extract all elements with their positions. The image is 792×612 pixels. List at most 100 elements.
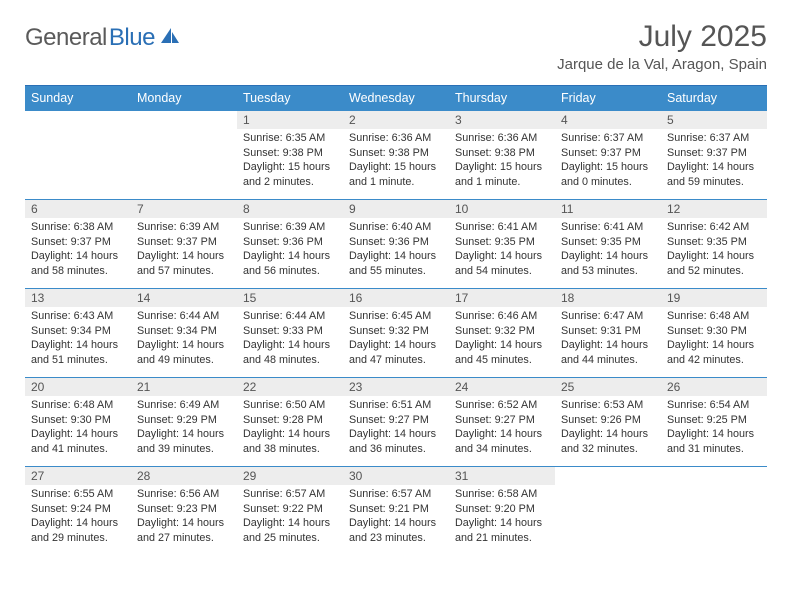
day-content-cell: Sunrise: 6:48 AMSunset: 9:30 PMDaylight:…	[661, 307, 767, 378]
weekday-header: Sunday	[25, 86, 131, 111]
sunset-text: Sunset: 9:25 PM	[667, 413, 761, 428]
day-number-cell: 10	[449, 200, 555, 219]
sunset-text: Sunset: 9:30 PM	[667, 324, 761, 339]
daylight-text: Daylight: 14 hours and 53 minutes.	[561, 249, 655, 278]
sunset-text: Sunset: 9:21 PM	[349, 502, 443, 517]
sunrise-text: Sunrise: 6:46 AM	[455, 309, 549, 324]
day-number-cell: 24	[449, 378, 555, 397]
sunrise-text: Sunrise: 6:44 AM	[243, 309, 337, 324]
brand-part2: Blue	[109, 24, 155, 52]
sunset-text: Sunset: 9:26 PM	[561, 413, 655, 428]
day-number-cell: 26	[661, 378, 767, 397]
day-content-cell: Sunrise: 6:37 AMSunset: 9:37 PMDaylight:…	[555, 129, 661, 200]
day-content-cell	[661, 485, 767, 555]
day-number-cell: 22	[237, 378, 343, 397]
day-content-cell: Sunrise: 6:50 AMSunset: 9:28 PMDaylight:…	[237, 396, 343, 467]
sunset-text: Sunset: 9:37 PM	[31, 235, 125, 250]
day-number-cell: 20	[25, 378, 131, 397]
daylight-text: Daylight: 15 hours and 1 minute.	[455, 160, 549, 189]
day-content-cell: Sunrise: 6:57 AMSunset: 9:21 PMDaylight:…	[343, 485, 449, 555]
day-number-cell: 14	[131, 289, 237, 308]
day-number: 23	[349, 380, 362, 394]
day-content-cell: Sunrise: 6:48 AMSunset: 9:30 PMDaylight:…	[25, 396, 131, 467]
daynum-row: 20212223242526	[25, 378, 767, 397]
weekday-header: Thursday	[449, 86, 555, 111]
day-number-cell: 29	[237, 467, 343, 486]
sunset-text: Sunset: 9:37 PM	[667, 146, 761, 161]
sunset-text: Sunset: 9:29 PM	[137, 413, 231, 428]
day-number-cell: 5	[661, 111, 767, 130]
sunrise-text: Sunrise: 6:56 AM	[137, 487, 231, 502]
day-content-cell: Sunrise: 6:36 AMSunset: 9:38 PMDaylight:…	[449, 129, 555, 200]
weekday-header: Tuesday	[237, 86, 343, 111]
day-number-cell: 19	[661, 289, 767, 308]
daylight-text: Daylight: 14 hours and 48 minutes.	[243, 338, 337, 367]
daynum-row: 2728293031	[25, 467, 767, 486]
sunset-text: Sunset: 9:33 PM	[243, 324, 337, 339]
daynum-row: 6789101112	[25, 200, 767, 219]
sunset-text: Sunset: 9:36 PM	[243, 235, 337, 250]
daylight-text: Daylight: 14 hours and 23 minutes.	[349, 516, 443, 545]
sunrise-text: Sunrise: 6:58 AM	[455, 487, 549, 502]
daylight-text: Daylight: 14 hours and 44 minutes.	[561, 338, 655, 367]
day-number-cell: 4	[555, 111, 661, 130]
day-number: 28	[137, 469, 150, 483]
day-number: 30	[349, 469, 362, 483]
sunrise-text: Sunrise: 6:43 AM	[31, 309, 125, 324]
day-number: 13	[31, 291, 44, 305]
daylight-text: Daylight: 14 hours and 32 minutes.	[561, 427, 655, 456]
daylight-text: Daylight: 14 hours and 42 minutes.	[667, 338, 761, 367]
sunrise-text: Sunrise: 6:38 AM	[31, 220, 125, 235]
brand-logo: GeneralBlue	[25, 24, 181, 52]
day-content-cell	[131, 129, 237, 200]
sunset-text: Sunset: 9:38 PM	[349, 146, 443, 161]
day-number: 6	[31, 202, 38, 216]
day-content-cell: Sunrise: 6:38 AMSunset: 9:37 PMDaylight:…	[25, 218, 131, 289]
daylight-text: Daylight: 14 hours and 45 minutes.	[455, 338, 549, 367]
weekday-header: Saturday	[661, 86, 767, 111]
sunrise-text: Sunrise: 6:41 AM	[455, 220, 549, 235]
calendar-table: Sunday Monday Tuesday Wednesday Thursday…	[25, 85, 767, 555]
sunset-text: Sunset: 9:36 PM	[349, 235, 443, 250]
day-content-cell: Sunrise: 6:58 AMSunset: 9:20 PMDaylight:…	[449, 485, 555, 555]
day-content-cell: Sunrise: 6:41 AMSunset: 9:35 PMDaylight:…	[555, 218, 661, 289]
day-number: 3	[455, 113, 462, 127]
day-content-cell: Sunrise: 6:35 AMSunset: 9:38 PMDaylight:…	[237, 129, 343, 200]
sunset-text: Sunset: 9:31 PM	[561, 324, 655, 339]
day-content-cell: Sunrise: 6:44 AMSunset: 9:33 PMDaylight:…	[237, 307, 343, 378]
day-content-cell: Sunrise: 6:56 AMSunset: 9:23 PMDaylight:…	[131, 485, 237, 555]
sunset-text: Sunset: 9:37 PM	[137, 235, 231, 250]
day-number-cell	[25, 111, 131, 130]
day-number-cell: 11	[555, 200, 661, 219]
day-content-cell: Sunrise: 6:39 AMSunset: 9:37 PMDaylight:…	[131, 218, 237, 289]
day-number-cell: 31	[449, 467, 555, 486]
day-number: 5	[667, 113, 674, 127]
day-number-cell: 15	[237, 289, 343, 308]
daylight-text: Daylight: 15 hours and 0 minutes.	[561, 160, 655, 189]
sunrise-text: Sunrise: 6:53 AM	[561, 398, 655, 413]
day-content-cell: Sunrise: 6:42 AMSunset: 9:35 PMDaylight:…	[661, 218, 767, 289]
sunset-text: Sunset: 9:34 PM	[31, 324, 125, 339]
day-content-cell: Sunrise: 6:36 AMSunset: 9:38 PMDaylight:…	[343, 129, 449, 200]
daylight-text: Daylight: 14 hours and 54 minutes.	[455, 249, 549, 278]
daylight-text: Daylight: 14 hours and 57 minutes.	[137, 249, 231, 278]
day-content-cell: Sunrise: 6:45 AMSunset: 9:32 PMDaylight:…	[343, 307, 449, 378]
day-number: 31	[455, 469, 468, 483]
daylight-text: Daylight: 14 hours and 55 minutes.	[349, 249, 443, 278]
day-number-cell: 2	[343, 111, 449, 130]
day-number-cell: 13	[25, 289, 131, 308]
sunrise-text: Sunrise: 6:47 AM	[561, 309, 655, 324]
day-content-cell: Sunrise: 6:37 AMSunset: 9:37 PMDaylight:…	[661, 129, 767, 200]
day-number: 25	[561, 380, 574, 394]
sunset-text: Sunset: 9:32 PM	[349, 324, 443, 339]
sunset-text: Sunset: 9:24 PM	[31, 502, 125, 517]
day-content-cell: Sunrise: 6:47 AMSunset: 9:31 PMDaylight:…	[555, 307, 661, 378]
day-number-cell: 17	[449, 289, 555, 308]
sunrise-text: Sunrise: 6:45 AM	[349, 309, 443, 324]
sunset-text: Sunset: 9:35 PM	[667, 235, 761, 250]
sunrise-text: Sunrise: 6:42 AM	[667, 220, 761, 235]
sunrise-text: Sunrise: 6:57 AM	[243, 487, 337, 502]
daylight-text: Daylight: 14 hours and 21 minutes.	[455, 516, 549, 545]
sunrise-text: Sunrise: 6:51 AM	[349, 398, 443, 413]
day-number-cell: 1	[237, 111, 343, 130]
